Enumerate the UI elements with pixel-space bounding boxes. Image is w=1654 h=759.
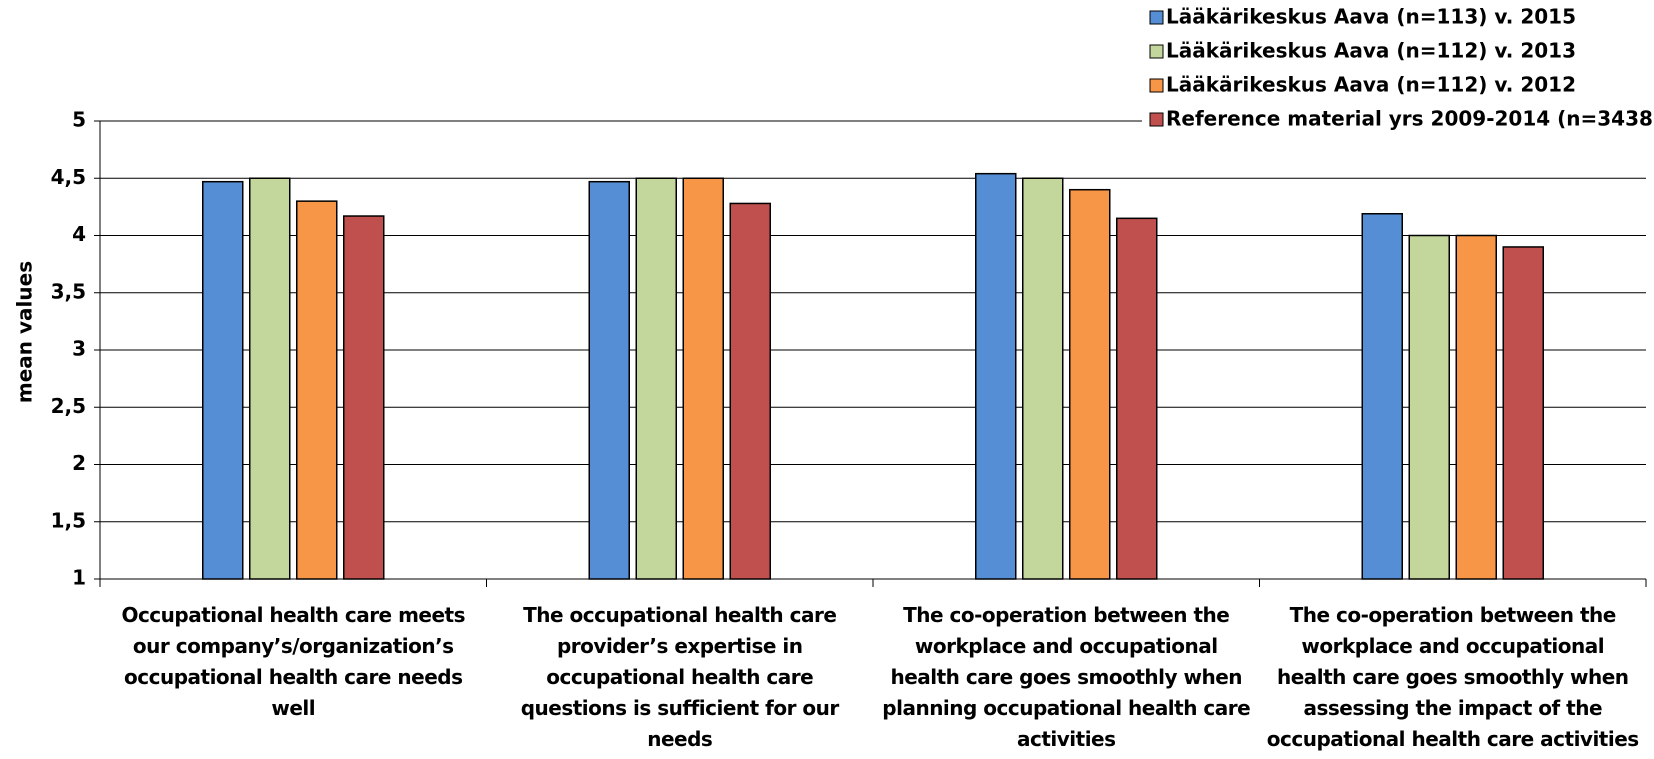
bar — [343, 215, 385, 580]
bar — [975, 172, 1017, 580]
x-tick-label: The co-operation between the workplace a… — [882, 603, 1251, 751]
bar — [1022, 177, 1064, 580]
legend-label: Lääkärikeskus Aava (n=113) v. 2015 — [1166, 5, 1576, 29]
bar — [202, 180, 244, 580]
y-tick-label: 2,5 — [51, 394, 86, 418]
legend-swatch — [1149, 78, 1164, 93]
legend-swatch — [1149, 44, 1164, 59]
x-tick-label: The occupational health care provider’s … — [520, 603, 840, 751]
y-tick-label: 3,5 — [51, 279, 86, 303]
y-tick-label: 1 — [72, 566, 86, 590]
y-tick-label: 2 — [72, 451, 86, 475]
bar — [682, 177, 724, 580]
legend-background — [1142, 2, 1646, 148]
x-tick-label: Occupational health care meets our compa… — [121, 603, 466, 720]
legend-label: Lääkärikeskus Aava (n=112) v. 2012 — [1166, 73, 1576, 97]
bar — [1116, 217, 1158, 580]
bar — [729, 202, 771, 580]
x-tick-label: The co-operation between the workplace a… — [1266, 603, 1639, 751]
bar — [1361, 212, 1403, 580]
bar — [1502, 246, 1544, 580]
bar — [1455, 234, 1497, 580]
bar — [249, 177, 291, 580]
bar — [1069, 188, 1111, 580]
bar — [1408, 234, 1450, 580]
y-tick-label: 4 — [72, 222, 86, 246]
legend-label: Lääkärikeskus Aava (n=112) v. 2013 — [1166, 39, 1576, 63]
y-axis-label: mean values — [13, 261, 37, 403]
legend-swatch — [1149, 10, 1164, 25]
legend-label: Reference material yrs 2009-2014 (n=3438… — [1166, 107, 1654, 131]
y-tick-label: 3 — [72, 337, 86, 361]
bar — [296, 200, 338, 580]
y-tick-label: 4,5 — [51, 165, 86, 189]
y-tick-label: 1,5 — [51, 508, 86, 532]
bar — [635, 177, 677, 580]
bar — [588, 180, 630, 580]
legend-swatch — [1149, 112, 1164, 127]
y-tick-label: 5 — [72, 108, 86, 132]
